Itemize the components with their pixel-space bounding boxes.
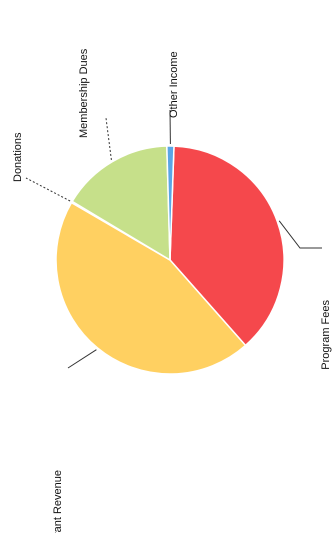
- pie-slice-membership-dues: [71, 145, 171, 262]
- slice-label-program-fees: Program Fees: [320, 300, 332, 370]
- pie-slice-grant-revenue: [55, 201, 247, 375]
- leader-line-membership-dues: [105, 117, 112, 160]
- pie-slices: [55, 145, 285, 375]
- leader-line-donations: [25, 177, 71, 202]
- leader-line-grant-revenue: [67, 349, 97, 369]
- slice-label-donations: Donations: [12, 132, 24, 182]
- pie-slice-program-fees: [169, 145, 285, 347]
- slice-label-grant-revenue: Grant Revenue: [52, 470, 64, 533]
- pie-slice-other-income: [166, 145, 175, 261]
- slice-label-membership-dues: Membership Dues: [78, 48, 90, 138]
- leader-line-program-fees: [278, 220, 322, 249]
- slice-labels: Program Fees Grant Revenue Donations Member…: [12, 48, 332, 533]
- label-leader-lines: [25, 109, 322, 369]
- slice-label-other-income: Other Income: [168, 51, 180, 118]
